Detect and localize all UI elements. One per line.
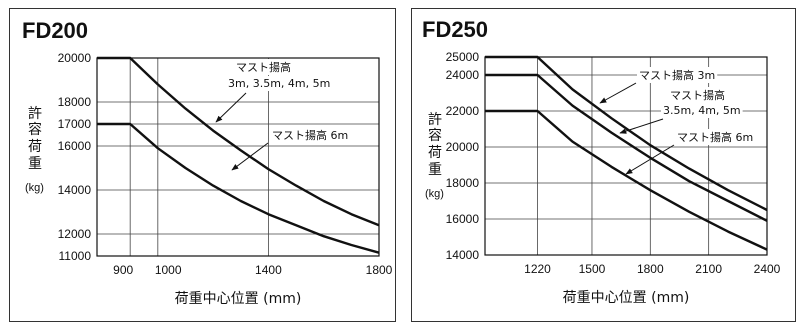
fd200-ytick-16000: 16000 — [58, 139, 92, 153]
fd200-ytick-18000: 18000 — [58, 95, 92, 109]
fd200-ylabel-char-2: 荷 — [28, 139, 42, 155]
fd200-xtick-1000: 1000 — [155, 263, 182, 277]
fd250-series-2-label-0-bg — [675, 129, 756, 145]
fd200-chart: FD200 11000 12000 14000 16000 17000 18000 20000… — [22, 18, 393, 307]
fd250-xtick-1220: 1220 — [524, 262, 551, 276]
fd200-xtick-900: 900 — [113, 263, 133, 277]
fd250-series-0-label-0-bg — [637, 67, 718, 83]
fd250-series-1-arrow — [619, 118, 664, 134]
fd250-series-1-label-0: マスト揚高 — [670, 88, 725, 102]
fd250-xtick-1800: 1800 — [637, 262, 664, 276]
fd250-chart: FD250 14000 16000 18000 20000 22000 24000 25000… — [422, 17, 781, 306]
fd250-series-2-label-0: マスト揚高 6m — [677, 130, 753, 144]
fd250-ytick-25000: 25000 — [446, 50, 480, 64]
fd250-ylabel-char-2: 荷 — [428, 145, 442, 161]
fd200-series-0-label-1: 3m, 3.5m, 4m, 5m — [228, 77, 330, 90]
fd200-series-0-label-0: マスト揚高 — [236, 60, 291, 74]
fd250-series-0-arrow — [599, 82, 637, 104]
fd200-ytick-11000: 11000 — [59, 249, 92, 263]
fd200-series-0-arrow — [215, 92, 247, 123]
fd250-ytick-22000: 22000 — [446, 104, 480, 118]
fd250-ytick-18000: 18000 — [446, 176, 480, 190]
fd250-ytick-14000: 14000 — [446, 248, 480, 262]
fd250-xtick-1500: 1500 — [579, 262, 606, 276]
fd200-series-1-arrow — [231, 142, 269, 171]
fd200-series-0-label-0-bg — [234, 59, 293, 75]
fd250-xlabel: 荷重中心位置 (mm) — [563, 290, 690, 306]
fd250-series-0-line — [485, 55, 768, 212]
fd200-series-0-label-1-bg — [226, 76, 333, 91]
fd250-panel: FD250 14000 16000 18000 20000 22000 24000 25000… — [411, 8, 796, 322]
fd250-ytick-16000: 16000 — [446, 212, 480, 226]
fd200-series-1-label-0: マスト揚高 6m — [272, 128, 348, 142]
fd250-ytick-20000: 20000 — [446, 140, 480, 154]
fd250-xtick-2400: 2400 — [754, 262, 781, 276]
fd200-series-1-label-0-bg — [270, 127, 351, 143]
fd250-series-1-line — [485, 73, 768, 222]
fd200-ytick-14000: 14000 — [58, 183, 92, 197]
fd200-series-1-line — [97, 122, 380, 254]
fd250-ylabel-char-1: 容 — [428, 127, 442, 144]
fd200-ylabel-char-1: 容 — [28, 121, 42, 138]
fd250-plot-frame — [484, 56, 768, 256]
fd200-xtick-1800: 1800 — [366, 263, 393, 277]
fd250-ytick-24000: 24000 — [446, 68, 480, 82]
fd250-ylabel-char-3: 重 — [428, 162, 442, 178]
fd200-ylabel-char-0: 許 — [28, 106, 42, 122]
fd200-xlabel: 荷重中心位置 (mm) — [175, 291, 302, 307]
fd250-yunit: (kg) — [425, 188, 444, 200]
fd200-title: FD200 — [22, 18, 88, 43]
fd200-ytick-20000: 20000 — [58, 51, 92, 65]
fd200-ylabel-char-3: 重 — [28, 156, 42, 172]
fd200-ytick-12000: 12000 — [58, 227, 92, 241]
fd250-series-0-label-0: マスト揚高 3m — [639, 68, 715, 82]
fd250-ylabel-char-0: 許 — [428, 112, 442, 128]
fd250-series-2-arrow — [625, 144, 675, 175]
fd200-plot-frame — [96, 57, 380, 257]
fd200-yunit: (kg) — [25, 182, 44, 194]
fd200-series-0-line — [97, 56, 380, 227]
fd250-series-1-label-1-bg — [661, 103, 743, 118]
fd250-series-1-label-0-bg — [668, 87, 727, 103]
fd250-series-1-label-1: 3.5m, 4m, 5m — [663, 104, 741, 117]
fd200-ytick-17000: 17000 — [58, 117, 92, 131]
fd250-title: FD250 — [422, 17, 488, 42]
fd200-xtick-1400: 1400 — [255, 263, 282, 277]
fd200-panel: FD200 11000 12000 14000 16000 17000 18000 20000… — [9, 8, 396, 322]
fd250-series-2-line — [485, 109, 768, 251]
fd250-xtick-2100: 2100 — [695, 262, 722, 276]
